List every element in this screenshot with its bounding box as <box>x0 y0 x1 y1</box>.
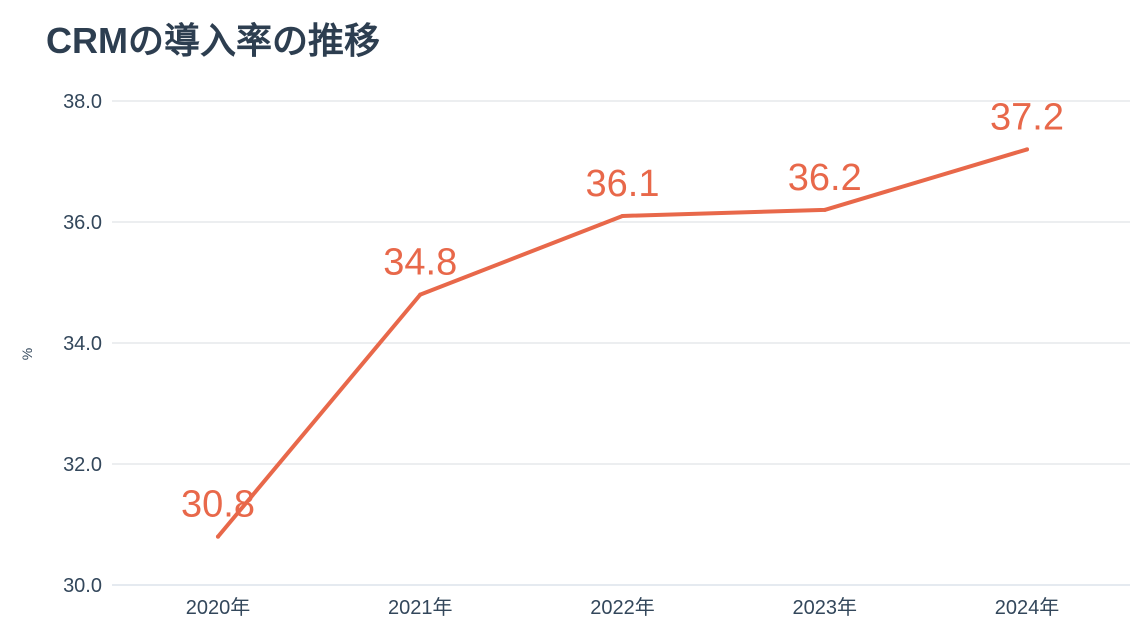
grid-lines <box>112 100 1130 586</box>
chart-title: CRMの導入率の推移 <box>46 20 380 61</box>
data-labels: 30.8 34.8 36.1 36.2 37.2 <box>181 96 1064 525</box>
x-tick-label: 2020年 <box>186 596 251 619</box>
data-point <box>418 292 423 297</box>
axes: 30.0 32.0 34.0 36.0 38.0% 2020年 2021年 2022年 2023… <box>19 91 1059 619</box>
data-point <box>822 207 827 212</box>
y-tick-label: 30.0 <box>63 575 102 597</box>
data-label: 37.2 <box>990 96 1064 138</box>
x-tick-label: 2021年 <box>388 596 453 619</box>
y-axis-unit-label: % <box>19 348 35 360</box>
y-tick-label: 34.0 <box>63 333 102 355</box>
y-tick-label: 32.0 <box>63 454 102 476</box>
data-label: 34.8 <box>383 242 457 284</box>
data-point <box>620 213 625 218</box>
series-layer <box>216 147 1029 539</box>
data-label: 36.2 <box>788 157 862 199</box>
data-point <box>1025 147 1029 152</box>
data-label: 36.1 <box>586 163 660 205</box>
y-tick-label: 36.0 <box>63 212 102 234</box>
x-tick-label: 2024年 <box>995 596 1060 619</box>
x-tick-label: 2022年 <box>590 596 655 619</box>
y-tick-label: 38.0 <box>63 91 102 113</box>
data-point <box>216 534 220 539</box>
x-tick-label: 2023年 <box>793 596 858 619</box>
data-label: 30.8 <box>181 484 255 526</box>
